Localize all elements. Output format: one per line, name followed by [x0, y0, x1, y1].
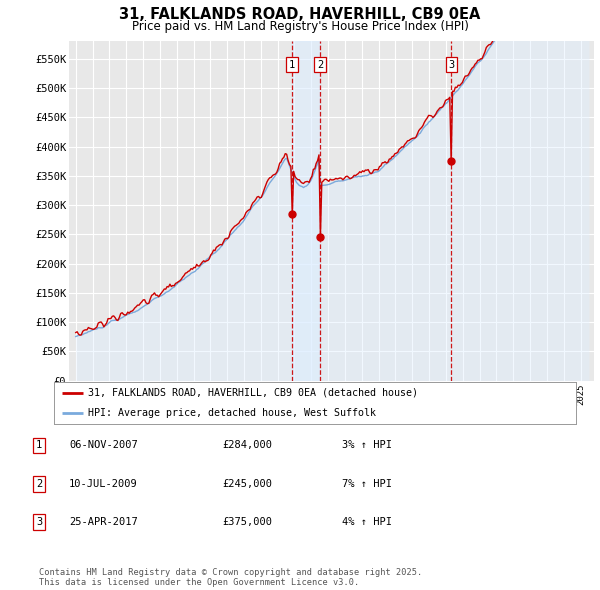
Text: 2: 2 [317, 60, 323, 70]
Text: 4% ↑ HPI: 4% ↑ HPI [342, 517, 392, 527]
Text: 3: 3 [36, 517, 42, 527]
Text: 1: 1 [36, 441, 42, 450]
Text: 1: 1 [289, 60, 295, 70]
Text: Price paid vs. HM Land Registry's House Price Index (HPI): Price paid vs. HM Land Registry's House … [131, 20, 469, 33]
Text: 3% ↑ HPI: 3% ↑ HPI [342, 441, 392, 450]
Text: £375,000: £375,000 [222, 517, 272, 527]
Text: HPI: Average price, detached house, West Suffolk: HPI: Average price, detached house, West… [88, 408, 376, 418]
Text: 7% ↑ HPI: 7% ↑ HPI [342, 479, 392, 489]
Text: 31, FALKLANDS ROAD, HAVERHILL, CB9 0EA (detached house): 31, FALKLANDS ROAD, HAVERHILL, CB9 0EA (… [88, 388, 418, 398]
Text: 3: 3 [448, 60, 454, 70]
Bar [292, 41, 320, 381]
Text: £245,000: £245,000 [222, 479, 272, 489]
Text: 06-NOV-2007: 06-NOV-2007 [69, 441, 138, 450]
Text: 31, FALKLANDS ROAD, HAVERHILL, CB9 0EA: 31, FALKLANDS ROAD, HAVERHILL, CB9 0EA [119, 7, 481, 22]
Text: Contains HM Land Registry data © Crown copyright and database right 2025.
This d: Contains HM Land Registry data © Crown c… [39, 568, 422, 587]
Text: 10-JUL-2009: 10-JUL-2009 [69, 479, 138, 489]
Text: 2: 2 [36, 479, 42, 489]
Text: 25-APR-2017: 25-APR-2017 [69, 517, 138, 527]
Text: £284,000: £284,000 [222, 441, 272, 450]
